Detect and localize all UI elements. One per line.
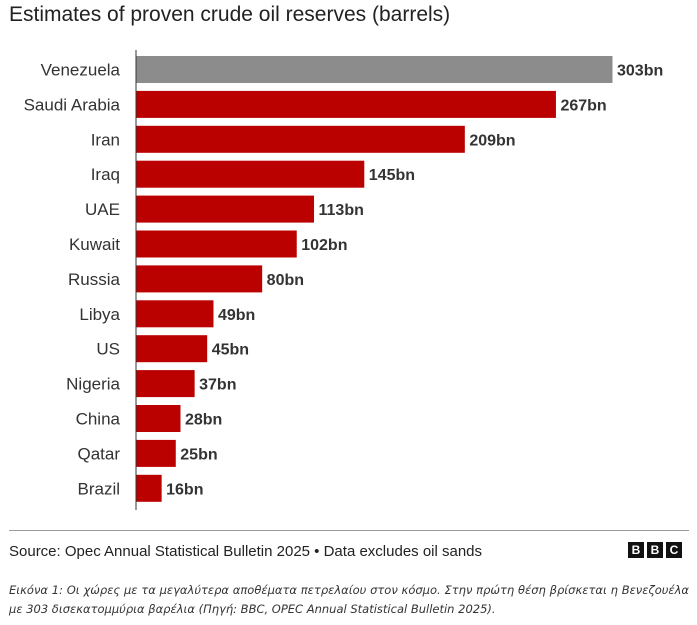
value-label: 28bn [185,412,222,429]
value-label: 80bn [267,272,304,289]
bar-chart: Venezuela 303bn Saudi Arabia 267bn Iran 209bn… [24,50,663,510]
category-label: Iraq [91,165,120,184]
divider [9,530,689,531]
value-label: 49bn [218,307,255,324]
category-label: Venezuela [41,61,121,80]
source-note: Source: Opec Annual Statistical Bulletin… [9,543,483,560]
chart-area: Venezuela 303bn Saudi Arabia 267bn Iran 209bn… [0,40,692,530]
value-label: 209bn [469,132,515,149]
value-label: 45bn [212,342,249,359]
logo-letter: C [666,542,682,558]
category-label: Iran [91,130,120,149]
category-label: UAE [85,200,120,219]
bar-uae [136,195,315,223]
value-label: 25bn [180,446,217,463]
category-label: Qatar [77,444,120,463]
bar-china [136,405,181,432]
category-label: Brazil [77,479,120,498]
bar-iraq [136,160,365,188]
value-label: 102bn [301,237,347,254]
category-label: Libya [79,305,120,324]
category-label: Russia [68,270,121,289]
category-label: US [96,340,120,359]
value-label: 37bn [199,377,236,394]
category-label: Kuwait [69,235,120,254]
category-label: China [76,410,121,429]
category-label: Nigeria [66,375,120,394]
bar-qatar [136,439,176,467]
value-label: 145bn [369,167,415,184]
logo-letter: B [628,542,644,558]
bar-saudi-arabia [136,90,556,118]
bar-venezuela [136,56,613,83]
chart-panel: Estimates of proven crude oil reserves (… [0,3,692,560]
bbc-logo: B B C [628,542,682,558]
bar-libya [136,300,214,328]
bar-iran [136,125,465,153]
value-label: 303bn [617,63,663,80]
figure-caption: Εικόνα 1: Οι χώρες με τα μεγαλύτερα αποθ… [9,583,689,616]
bar-us [136,335,208,363]
bar-nigeria [136,370,195,398]
value-label: 16bn [166,481,203,498]
chart-title: Estimates of proven crude oil reserves (… [9,3,451,26]
bar-russia [136,265,263,293]
value-label: 113bn [319,202,364,219]
logo-letter: B [647,542,663,558]
value-label: 267bn [560,97,606,114]
bar-kuwait [136,230,297,258]
category-label: Saudi Arabia [24,95,121,114]
bar-brazil [136,474,162,502]
